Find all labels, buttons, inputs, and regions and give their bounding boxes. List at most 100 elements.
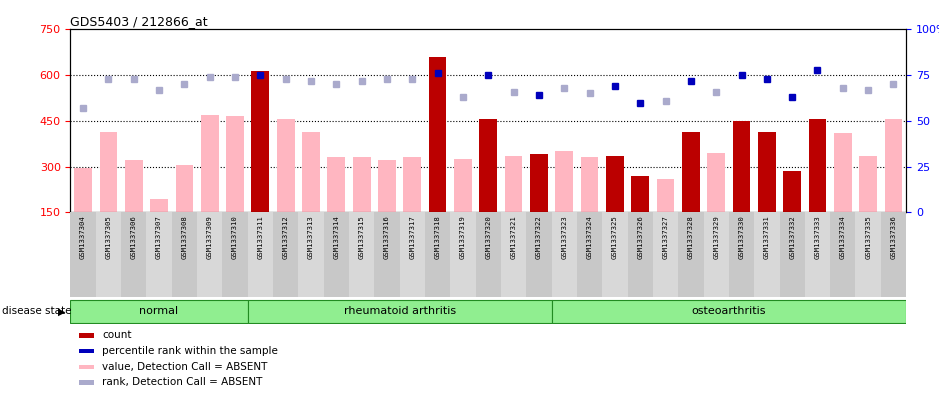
Bar	[885, 119, 902, 212]
Text: disease state: disease state	[2, 307, 71, 316]
Bar	[505, 156, 522, 212]
Text: GSM1337324: GSM1337324	[587, 215, 593, 259]
Text: GSM1337316: GSM1337316	[384, 215, 390, 259]
Text: GSM1337318: GSM1337318	[435, 215, 440, 259]
Text: percentile rank within the sample: percentile rank within the sample	[102, 346, 278, 356]
Bar	[627, 212, 653, 297]
Bar	[653, 212, 678, 297]
Text: GSM1337328: GSM1337328	[688, 215, 694, 259]
Bar	[302, 132, 320, 212]
Bar	[248, 300, 551, 323]
Bar	[96, 212, 121, 297]
Bar	[79, 380, 94, 385]
Bar	[353, 157, 371, 212]
Bar	[454, 159, 471, 212]
Text: rank, Detection Call = ABSENT: rank, Detection Call = ABSENT	[102, 377, 263, 387]
Bar	[226, 116, 244, 212]
Text: osteoarthritis: osteoarthritis	[692, 306, 766, 316]
Bar	[881, 212, 906, 297]
Text: GSM1337319: GSM1337319	[460, 215, 466, 259]
Bar	[555, 151, 573, 212]
Bar	[79, 349, 94, 353]
Text: GSM1337315: GSM1337315	[359, 215, 364, 259]
Bar	[859, 156, 877, 212]
Text: GSM1337321: GSM1337321	[511, 215, 516, 259]
Text: GSM1337314: GSM1337314	[333, 215, 339, 259]
Text: GSM1337335: GSM1337335	[865, 215, 871, 259]
Bar	[754, 212, 779, 297]
Text: GSM1337330: GSM1337330	[739, 215, 745, 259]
Bar	[273, 212, 299, 297]
Bar	[805, 212, 830, 297]
Bar	[551, 300, 906, 323]
Text: normal: normal	[140, 306, 178, 316]
Bar	[577, 212, 602, 297]
Text: GSM1337306: GSM1337306	[131, 215, 137, 259]
Bar	[74, 168, 92, 212]
Bar	[201, 115, 219, 212]
Text: GSM1337312: GSM1337312	[283, 215, 288, 259]
Text: GSM1337307: GSM1337307	[156, 215, 162, 259]
Bar	[252, 71, 269, 212]
Text: GSM1337331: GSM1337331	[763, 215, 770, 259]
Bar	[79, 365, 94, 369]
Text: GSM1337326: GSM1337326	[638, 215, 643, 259]
Text: value, Detection Call = ABSENT: value, Detection Call = ABSENT	[102, 362, 268, 372]
Text: GSM1337334: GSM1337334	[839, 215, 846, 259]
Text: GSM1337313: GSM1337313	[308, 215, 314, 259]
Bar	[121, 212, 146, 297]
Bar	[425, 212, 451, 297]
Text: GSM1337317: GSM1337317	[409, 215, 415, 259]
Bar	[172, 212, 197, 297]
Bar	[197, 212, 223, 297]
Text: GSM1337333: GSM1337333	[814, 215, 821, 259]
Bar	[480, 119, 497, 212]
Text: GSM1337336: GSM1337336	[890, 215, 897, 259]
Text: GSM1337320: GSM1337320	[485, 215, 491, 259]
Bar	[732, 121, 750, 212]
Bar	[526, 212, 551, 297]
Bar	[580, 157, 598, 212]
Bar	[602, 212, 627, 297]
Text: GSM1337308: GSM1337308	[181, 215, 188, 259]
Bar	[100, 132, 117, 212]
Text: GSM1337323: GSM1337323	[562, 215, 567, 259]
Text: rheumatoid arthritis: rheumatoid arthritis	[344, 306, 455, 316]
Bar	[606, 156, 623, 212]
Bar	[531, 154, 547, 212]
Bar	[631, 176, 649, 212]
Text: GSM1337304: GSM1337304	[80, 215, 86, 259]
Bar	[176, 165, 193, 212]
Bar	[451, 212, 476, 297]
Bar	[223, 212, 248, 297]
Bar	[324, 212, 349, 297]
Bar	[500, 212, 526, 297]
Bar	[707, 153, 725, 212]
Text: count: count	[102, 330, 131, 340]
Bar	[830, 212, 855, 297]
Bar	[429, 57, 447, 212]
Bar	[328, 157, 346, 212]
Bar	[779, 212, 805, 297]
Bar	[678, 212, 703, 297]
Bar	[656, 179, 674, 212]
Bar	[400, 212, 425, 297]
Bar	[855, 212, 881, 297]
Bar	[146, 212, 172, 297]
Bar	[378, 160, 396, 212]
Text: GDS5403 / 212866_at: GDS5403 / 212866_at	[70, 15, 208, 28]
Text: GSM1337305: GSM1337305	[105, 215, 112, 259]
Bar	[70, 212, 96, 297]
Text: GSM1337322: GSM1337322	[536, 215, 542, 259]
Bar	[349, 212, 375, 297]
Text: GSM1337327: GSM1337327	[663, 215, 669, 259]
Bar	[758, 132, 776, 212]
Bar	[248, 212, 273, 297]
Bar	[79, 333, 94, 338]
Bar	[70, 300, 248, 323]
Text: GSM1337309: GSM1337309	[207, 215, 213, 259]
Bar	[476, 212, 500, 297]
Bar	[150, 198, 168, 212]
Text: ▶: ▶	[58, 307, 66, 316]
Bar	[299, 212, 324, 297]
